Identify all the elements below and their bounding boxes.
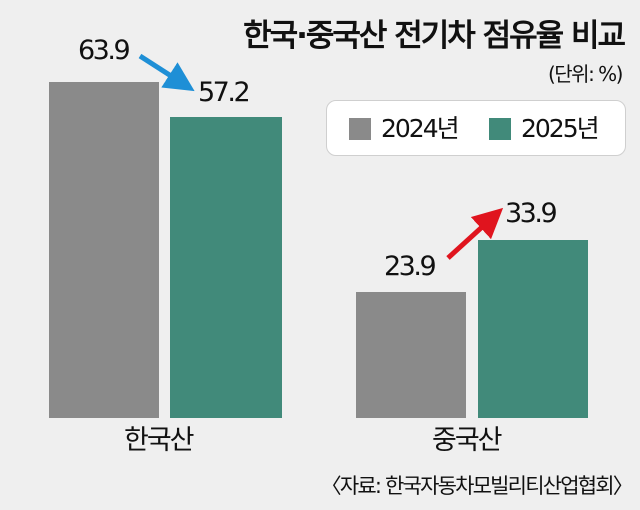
value-label-korea-2024: 63.9 xyxy=(78,35,131,66)
legend: 2024년 2025년 xyxy=(326,100,626,156)
arrow-down-icon xyxy=(138,53,195,92)
category-label-china: 중국산 xyxy=(432,425,503,456)
bar-korea-2025 xyxy=(170,117,282,418)
arrow-up-icon xyxy=(446,207,504,260)
legend-label-2024: 2024년 xyxy=(381,114,460,143)
source-note: 〈자료: 한국자동차모빌리티산업협회〉 xyxy=(320,474,634,498)
legend-swatch-2024 xyxy=(349,118,371,140)
chart-title: 한국·중국산 전기차 점유율 비교 xyxy=(243,18,626,54)
legend-label-2025: 2025년 xyxy=(521,114,600,143)
legend-item-2025: 2025년 xyxy=(489,114,600,143)
value-label-china-2025: 33.9 xyxy=(505,198,558,229)
unit-label: (단위: %) xyxy=(547,62,624,86)
value-label-korea-2025: 57.2 xyxy=(198,77,251,108)
category-label-korea: 한국산 xyxy=(124,425,195,456)
legend-item-2024: 2024년 xyxy=(349,114,460,143)
legend-swatch-2025 xyxy=(489,118,511,140)
value-label-china-2024: 23.9 xyxy=(384,251,437,282)
bar-korea-2024 xyxy=(49,82,159,418)
bar-china-2024 xyxy=(356,292,466,418)
bar-china-2025 xyxy=(478,240,588,418)
